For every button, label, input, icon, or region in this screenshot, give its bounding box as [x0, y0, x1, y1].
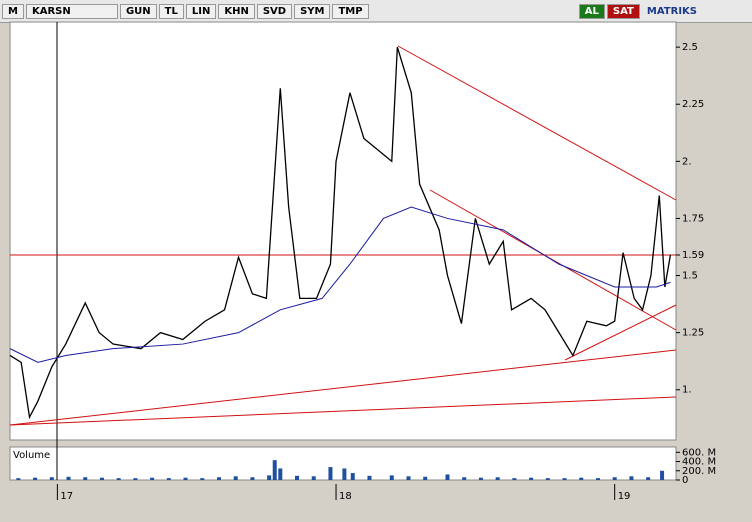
x-tick-label: 17	[60, 491, 73, 502]
volume-bar	[342, 468, 347, 480]
volume-bar	[16, 478, 21, 480]
volume-bar	[272, 460, 277, 480]
price-line	[9, 206, 671, 363]
y-tick-label: 2.5	[682, 42, 698, 53]
volume-bar	[200, 478, 205, 480]
y-tick-label: 2.25	[682, 99, 704, 110]
y-tick-label: 0	[682, 475, 688, 486]
toolbar-button[interactable]: LIN	[185, 3, 217, 19]
volume-bar	[250, 477, 255, 480]
volume-bar	[216, 477, 221, 480]
volume-bar	[478, 477, 483, 480]
y-tick-label: 200. M	[682, 466, 716, 477]
volume-bar	[49, 477, 54, 480]
toolbar-button[interactable]: SVD	[256, 3, 293, 19]
volume-bar	[267, 475, 272, 480]
buy-button[interactable]: AL	[578, 3, 605, 19]
x-tick-label: 19	[618, 491, 631, 502]
volume-title: Volume	[13, 450, 50, 461]
volume-bar	[646, 477, 651, 480]
logo: M	[2, 3, 24, 19]
symbol[interactable]: KARSN	[25, 3, 118, 19]
toolbar: M KARSN GUN TL LIN KHN SVD SYM TMP AL SAT MATR…	[0, 0, 752, 23]
price-panel	[9, 21, 677, 441]
volume-bar	[83, 477, 88, 480]
y-tick-label: 1.5	[682, 271, 698, 282]
toolbar-button[interactable]: KHN	[218, 3, 255, 19]
volume-bar	[445, 474, 450, 480]
toolbar-button[interactable]: GUN	[119, 3, 157, 19]
volume-bar	[367, 475, 372, 480]
volume-bar	[423, 476, 428, 480]
volume-bar	[150, 477, 155, 480]
y-tick-label: 1.59	[682, 250, 704, 261]
toolbar-button[interactable]: TMP	[332, 3, 369, 19]
toolbar-button[interactable]: SYM	[294, 3, 331, 19]
y-tick-label: 400. M	[682, 457, 716, 468]
volume-bar	[328, 467, 333, 480]
volume-bar	[278, 468, 283, 480]
y-tick-label: 2.	[682, 156, 692, 167]
y-tick-label: 1.25	[682, 328, 704, 339]
volume-bar	[529, 477, 534, 480]
volume-bar	[612, 477, 617, 480]
volume-bar	[629, 476, 634, 480]
toolbar-button[interactable]: TL	[158, 3, 184, 19]
x-tick-label: 18	[339, 491, 352, 502]
volume-bar	[311, 476, 316, 480]
volume-bar	[406, 476, 411, 480]
volume-bar	[66, 476, 71, 480]
volume-bar	[512, 478, 517, 480]
volume-bar	[495, 477, 500, 480]
volume-bar	[389, 475, 394, 480]
volume-bar	[33, 477, 38, 480]
volume-bar	[660, 470, 665, 480]
volume-bar	[579, 477, 584, 480]
volume-bar	[116, 478, 121, 480]
y-tick-label: 1.	[682, 385, 692, 396]
volume-bar	[133, 478, 138, 480]
volume-bar	[233, 476, 238, 480]
y-tick-label: 1.75	[682, 213, 704, 224]
volume-bar	[562, 478, 567, 480]
price-line	[9, 46, 672, 420]
volume-bar	[595, 478, 600, 480]
volume-bar	[166, 478, 171, 480]
volume-bar	[99, 477, 104, 480]
sell-button[interactable]: SAT	[606, 3, 640, 19]
volume-bar	[183, 477, 188, 480]
volume-bar	[545, 478, 550, 480]
volume-bar	[462, 477, 467, 480]
volume-bar	[350, 473, 355, 480]
volume-bar	[295, 475, 300, 480]
y-tick-label: 600. M	[682, 447, 716, 458]
brand: MATRIKS	[646, 5, 697, 17]
